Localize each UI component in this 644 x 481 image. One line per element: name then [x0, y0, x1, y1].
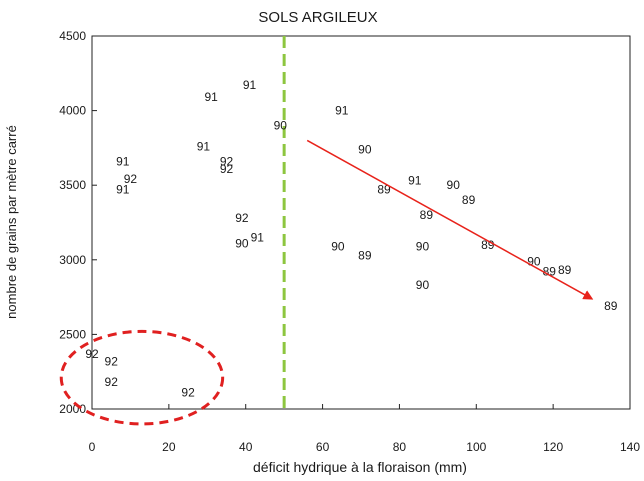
- data-point-label: 92: [105, 354, 119, 368]
- data-point-label: 92: [105, 375, 119, 389]
- data-point-label: 91: [204, 90, 218, 104]
- data-point-label: 91: [116, 154, 130, 168]
- x-tick-label: 140: [620, 440, 640, 454]
- y-axis-label: nombre de grains par mètre carré: [4, 125, 19, 319]
- data-point-label: 89: [358, 248, 372, 262]
- data-point-label: 92: [220, 162, 234, 176]
- data-point-label: 90: [235, 236, 249, 250]
- x-tick-label: 80: [393, 440, 407, 454]
- x-tick-label: 0: [89, 440, 96, 454]
- x-tick-label: 20: [162, 440, 176, 454]
- data-point-label: 89: [543, 265, 557, 279]
- trend-arrow-line: [306, 139, 594, 300]
- data-point-label: 92: [220, 154, 234, 168]
- data-point-label: 90: [416, 278, 430, 292]
- data-point-label: 90: [447, 178, 461, 192]
- data-point-label: 89: [604, 299, 618, 313]
- y-tick-label: 4000: [59, 104, 86, 118]
- data-point-label: 90: [331, 239, 345, 253]
- data-point-label: 92: [85, 347, 99, 361]
- x-tick-label: 120: [543, 440, 563, 454]
- data-point-label: 90: [358, 142, 372, 156]
- plot-frame: [91, 35, 631, 410]
- y-tick-label: 2000: [59, 402, 86, 416]
- x-tick-label: 60: [316, 440, 330, 454]
- data-point-label: 92: [124, 172, 138, 186]
- data-point-label: 89: [462, 193, 476, 207]
- y-tick-label: 3000: [59, 253, 86, 267]
- data-point-label: 89: [558, 263, 572, 277]
- trend-arrow: [306, 139, 594, 300]
- x-tick-label: 100: [466, 440, 486, 454]
- highlight-dashed-ellipse: [59, 329, 225, 426]
- highlight-ellipse: [59, 329, 225, 426]
- data-point-label: 89: [420, 208, 434, 222]
- data-point-label: 90: [274, 119, 288, 133]
- data-point-label: 91: [197, 139, 211, 153]
- y-tick-label: 3500: [59, 178, 86, 192]
- axis-ticks: 0 20 40 60 80 100 120 140 2000 2500 3000 3500 4000 45…: [59, 29, 640, 454]
- data-point-label: 91: [243, 78, 257, 92]
- x-axis-label: déficit hydrique à la floraison (mm): [253, 459, 467, 475]
- y-tick-label: 4500: [59, 29, 86, 43]
- y-tick-label: 2500: [59, 327, 86, 341]
- data-point-label: 89: [377, 183, 391, 197]
- data-point-label: 92: [181, 386, 195, 400]
- data-point-label: 92: [235, 211, 249, 225]
- x-tick-label: 40: [239, 440, 253, 454]
- data-point-label: 91: [335, 104, 349, 118]
- data-point-label: 91: [116, 183, 130, 197]
- data-point-label: 90: [416, 239, 430, 253]
- data-point-label: 91: [408, 174, 422, 188]
- data-point-label: 91: [251, 230, 265, 244]
- data-point-label: 89: [481, 238, 495, 252]
- chart-title: SOLS ARGILEUX: [258, 9, 377, 26]
